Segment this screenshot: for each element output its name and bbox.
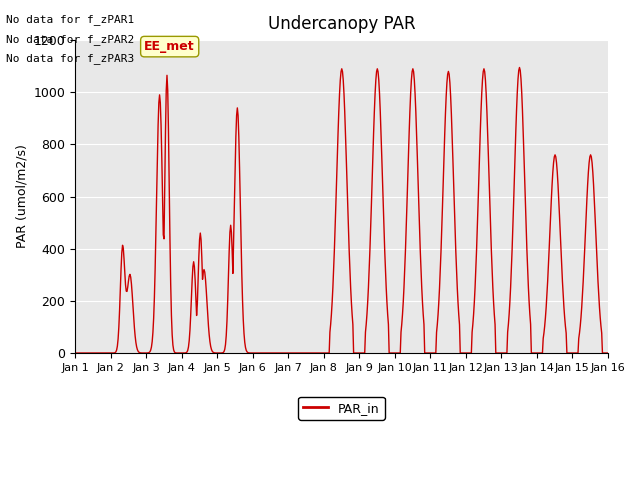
Y-axis label: PAR (umol/m2/s): PAR (umol/m2/s)	[15, 144, 28, 249]
Text: No data for f_zPAR2: No data for f_zPAR2	[6, 34, 134, 45]
Title: Undercanopy PAR: Undercanopy PAR	[268, 15, 415, 33]
Text: EE_met: EE_met	[145, 40, 195, 53]
Text: No data for f_zPAR3: No data for f_zPAR3	[6, 53, 134, 64]
Text: No data for f_zPAR1: No data for f_zPAR1	[6, 14, 134, 25]
Legend: PAR_in: PAR_in	[298, 397, 385, 420]
